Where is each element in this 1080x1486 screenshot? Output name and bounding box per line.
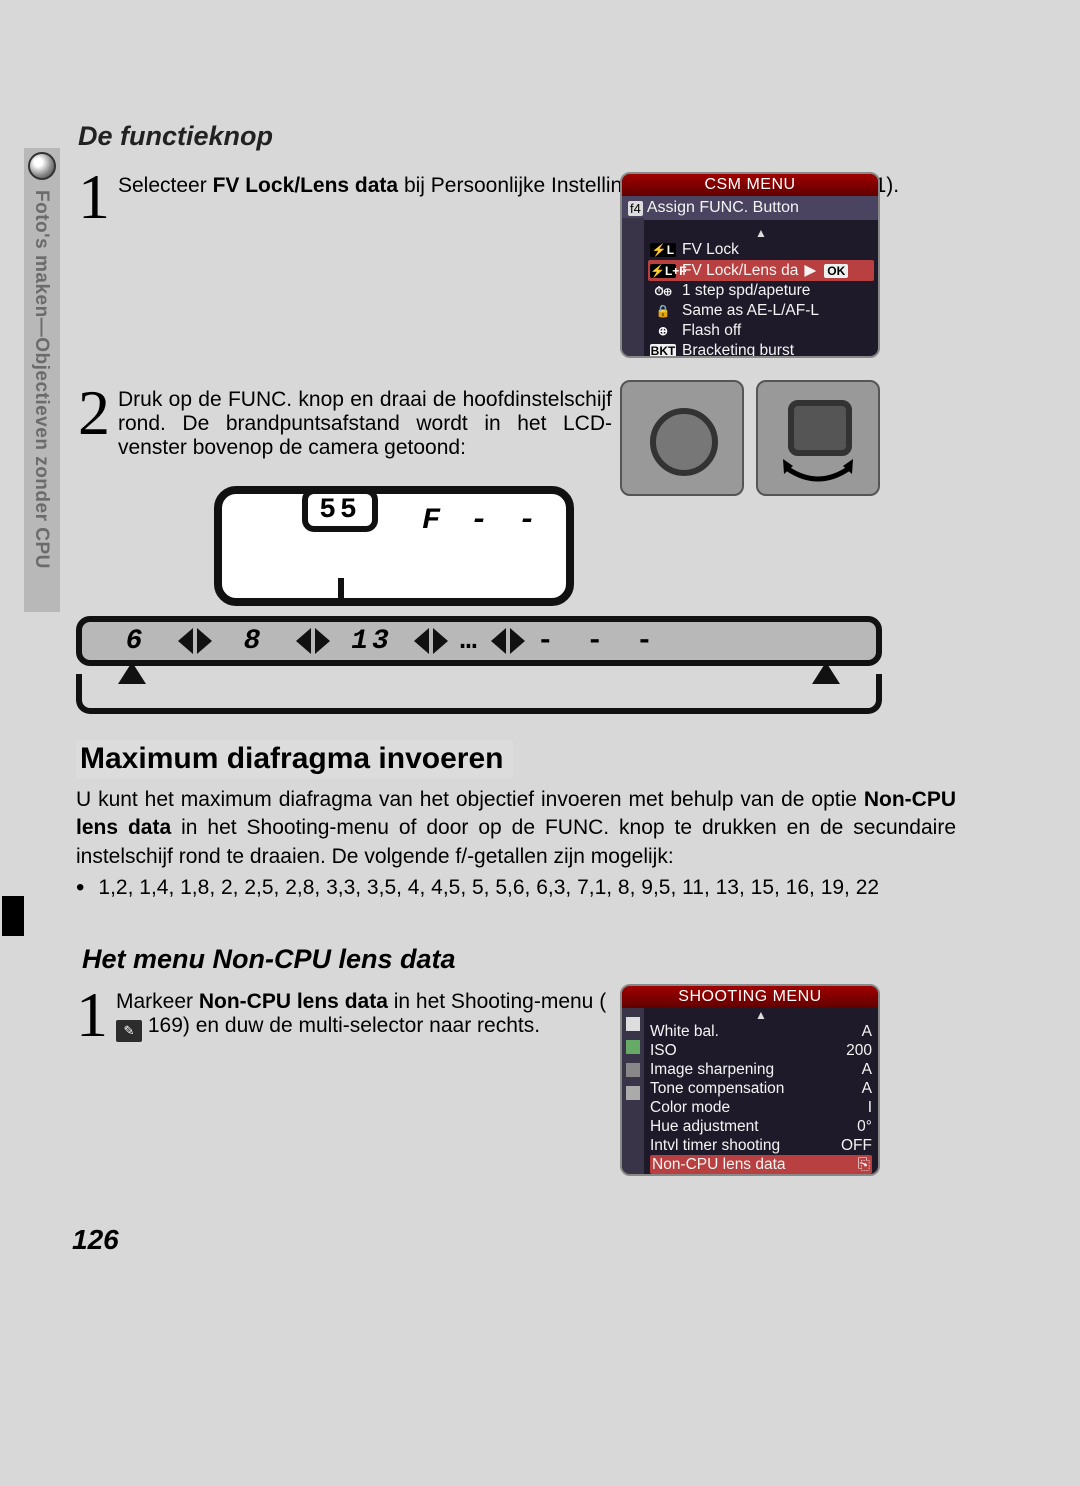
ok-badge: OK bbox=[824, 264, 848, 278]
menu-row: Hue adjustment0° bbox=[650, 1117, 872, 1136]
camera-func-button-icon bbox=[620, 380, 744, 496]
step-2: 2 Druk op de FUNC. knop en draai de hoof… bbox=[78, 384, 612, 470]
page-number: 126 bbox=[72, 1224, 119, 1256]
menu-arrow-up-icon: ▲ bbox=[644, 1008, 878, 1022]
bar-value: 8 bbox=[224, 626, 284, 657]
return-arrow-bar bbox=[76, 674, 882, 714]
menu-item-selected: ⚡L+FFV Lock/Lens da▶OK bbox=[648, 260, 874, 281]
lcd-focal-value: 55 bbox=[302, 488, 378, 532]
camera-illustrations bbox=[620, 380, 880, 496]
shooting-menu-screenshot: SHOOTING MENU ▲ White bal.A ISO200 Image… bbox=[620, 984, 880, 1176]
diamond-icon bbox=[495, 628, 521, 654]
menu-leftcol bbox=[622, 218, 644, 358]
diamond-icon bbox=[182, 628, 208, 654]
bar-value: 6 bbox=[106, 626, 166, 657]
menu-row: White bal.A bbox=[650, 1022, 872, 1041]
lcd-diagram: 55 F - - 6 8 13 … - - - bbox=[76, 486, 882, 718]
menu-arrow-up-icon: ▲ bbox=[648, 226, 874, 240]
menu-item: ⏱⊕1 step spd/apeture bbox=[648, 281, 874, 301]
diamond-icon bbox=[300, 628, 326, 654]
menu-row-selected: Non-CPU lens data⎘ bbox=[650, 1155, 872, 1174]
page-ref-icon: ✎ bbox=[116, 1020, 142, 1042]
section-title-max-diafragma: Maximum diafragma invoeren bbox=[76, 740, 513, 778]
csm-menu-screenshot: CSM MENU f4 Assign FUNC. Button ▲ ⚡LFV L… bbox=[620, 172, 880, 358]
bullet-icon: • bbox=[76, 876, 84, 900]
section-title-noncpu-menu: Het menu Non-CPU lens data bbox=[82, 944, 456, 975]
shooting-menu-list: White bal.A ISO200 Image sharpeningA Ton… bbox=[644, 1022, 878, 1174]
menu-title: SHOOTING MENU bbox=[622, 986, 878, 1008]
leftcol-icon bbox=[626, 1017, 640, 1031]
menu-item: ⚡LFV Lock bbox=[648, 240, 874, 260]
menu-row: Color modeI bbox=[650, 1098, 872, 1117]
menu-row: Tone compensationA bbox=[650, 1079, 872, 1098]
sidebar-label: Foto's maken—Objectieven zonder CPU bbox=[30, 190, 52, 569]
menu-body: ▲ ⚡LFV Lock ⚡L+FFV Lock/Lens da▶OK ⏱⊕1 s… bbox=[644, 220, 878, 358]
step-number: 2 bbox=[78, 386, 110, 440]
sidebar-camera-icon bbox=[28, 152, 56, 180]
menu-row: Intvl timer shootingOFF bbox=[650, 1136, 872, 1155]
menu-item: 🔒Same as AE-L/AF-L bbox=[648, 301, 874, 321]
bar-dots: … bbox=[460, 626, 479, 657]
step-3: 1 Markeer Non-CPU lens data in het Shoot… bbox=[76, 986, 610, 1052]
manual-page: Foto's maken—Objectieven zonder CPU De f… bbox=[0, 0, 1080, 1486]
lcd-f-label: F - - bbox=[422, 504, 542, 538]
side-tab bbox=[2, 896, 24, 936]
f-values-list: 1,2, 1,4, 1,8, 2, 2,5, 2,8, 3,3, 3,5, 4,… bbox=[98, 876, 879, 900]
diamond-icon bbox=[418, 628, 444, 654]
menu-sub-code: f4 bbox=[628, 201, 643, 216]
menu-leftcol bbox=[622, 1008, 644, 1176]
section-title-functieknop: De functieknop bbox=[78, 118, 958, 154]
menu-subheader: f4 Assign FUNC. Button bbox=[622, 196, 878, 220]
f-values-bullet: • 1,2, 1,4, 1,8, 2, 2,5, 2,8, 3,3, 3,5, … bbox=[76, 876, 956, 900]
camera-dial-icon bbox=[756, 380, 880, 496]
step-3-text: Markeer Non-CPU lens data in het Shootin… bbox=[116, 986, 610, 1042]
bar-value: 13 bbox=[342, 626, 402, 657]
menu-title: CSM MENU bbox=[622, 174, 878, 196]
rotate-arrow-icon bbox=[778, 454, 858, 484]
step-number: 1 bbox=[76, 988, 108, 1042]
lcd-stub bbox=[338, 578, 344, 604]
menu-row: ISO200 bbox=[650, 1041, 872, 1060]
bar-dashes: - - - bbox=[537, 626, 661, 657]
menu-item: ⊕Flash off bbox=[648, 321, 874, 341]
body-paragraph: U kunt het maximum diafragma van het obj… bbox=[76, 786, 956, 871]
menu-item: BKTBracketing burst bbox=[648, 341, 874, 358]
menu-sub-label: Assign FUNC. Button bbox=[647, 199, 799, 217]
leftcol-icon bbox=[626, 1063, 640, 1077]
up-arrow-icon bbox=[118, 662, 146, 684]
lcd-frame: 55 F - - bbox=[214, 486, 574, 606]
leftcol-icon bbox=[626, 1086, 640, 1100]
step-2-text: Druk op de FUNC. knop en draai de hoofdi… bbox=[118, 384, 612, 460]
menu-row: Image sharpeningA bbox=[650, 1060, 872, 1079]
step-number: 1 bbox=[78, 170, 110, 224]
up-arrow-icon bbox=[812, 662, 840, 684]
focal-value-bar: 6 8 13 … - - - bbox=[76, 616, 882, 666]
ok-arrow-icon: ▶ bbox=[804, 261, 816, 280]
leftcol-icon bbox=[626, 1040, 640, 1054]
